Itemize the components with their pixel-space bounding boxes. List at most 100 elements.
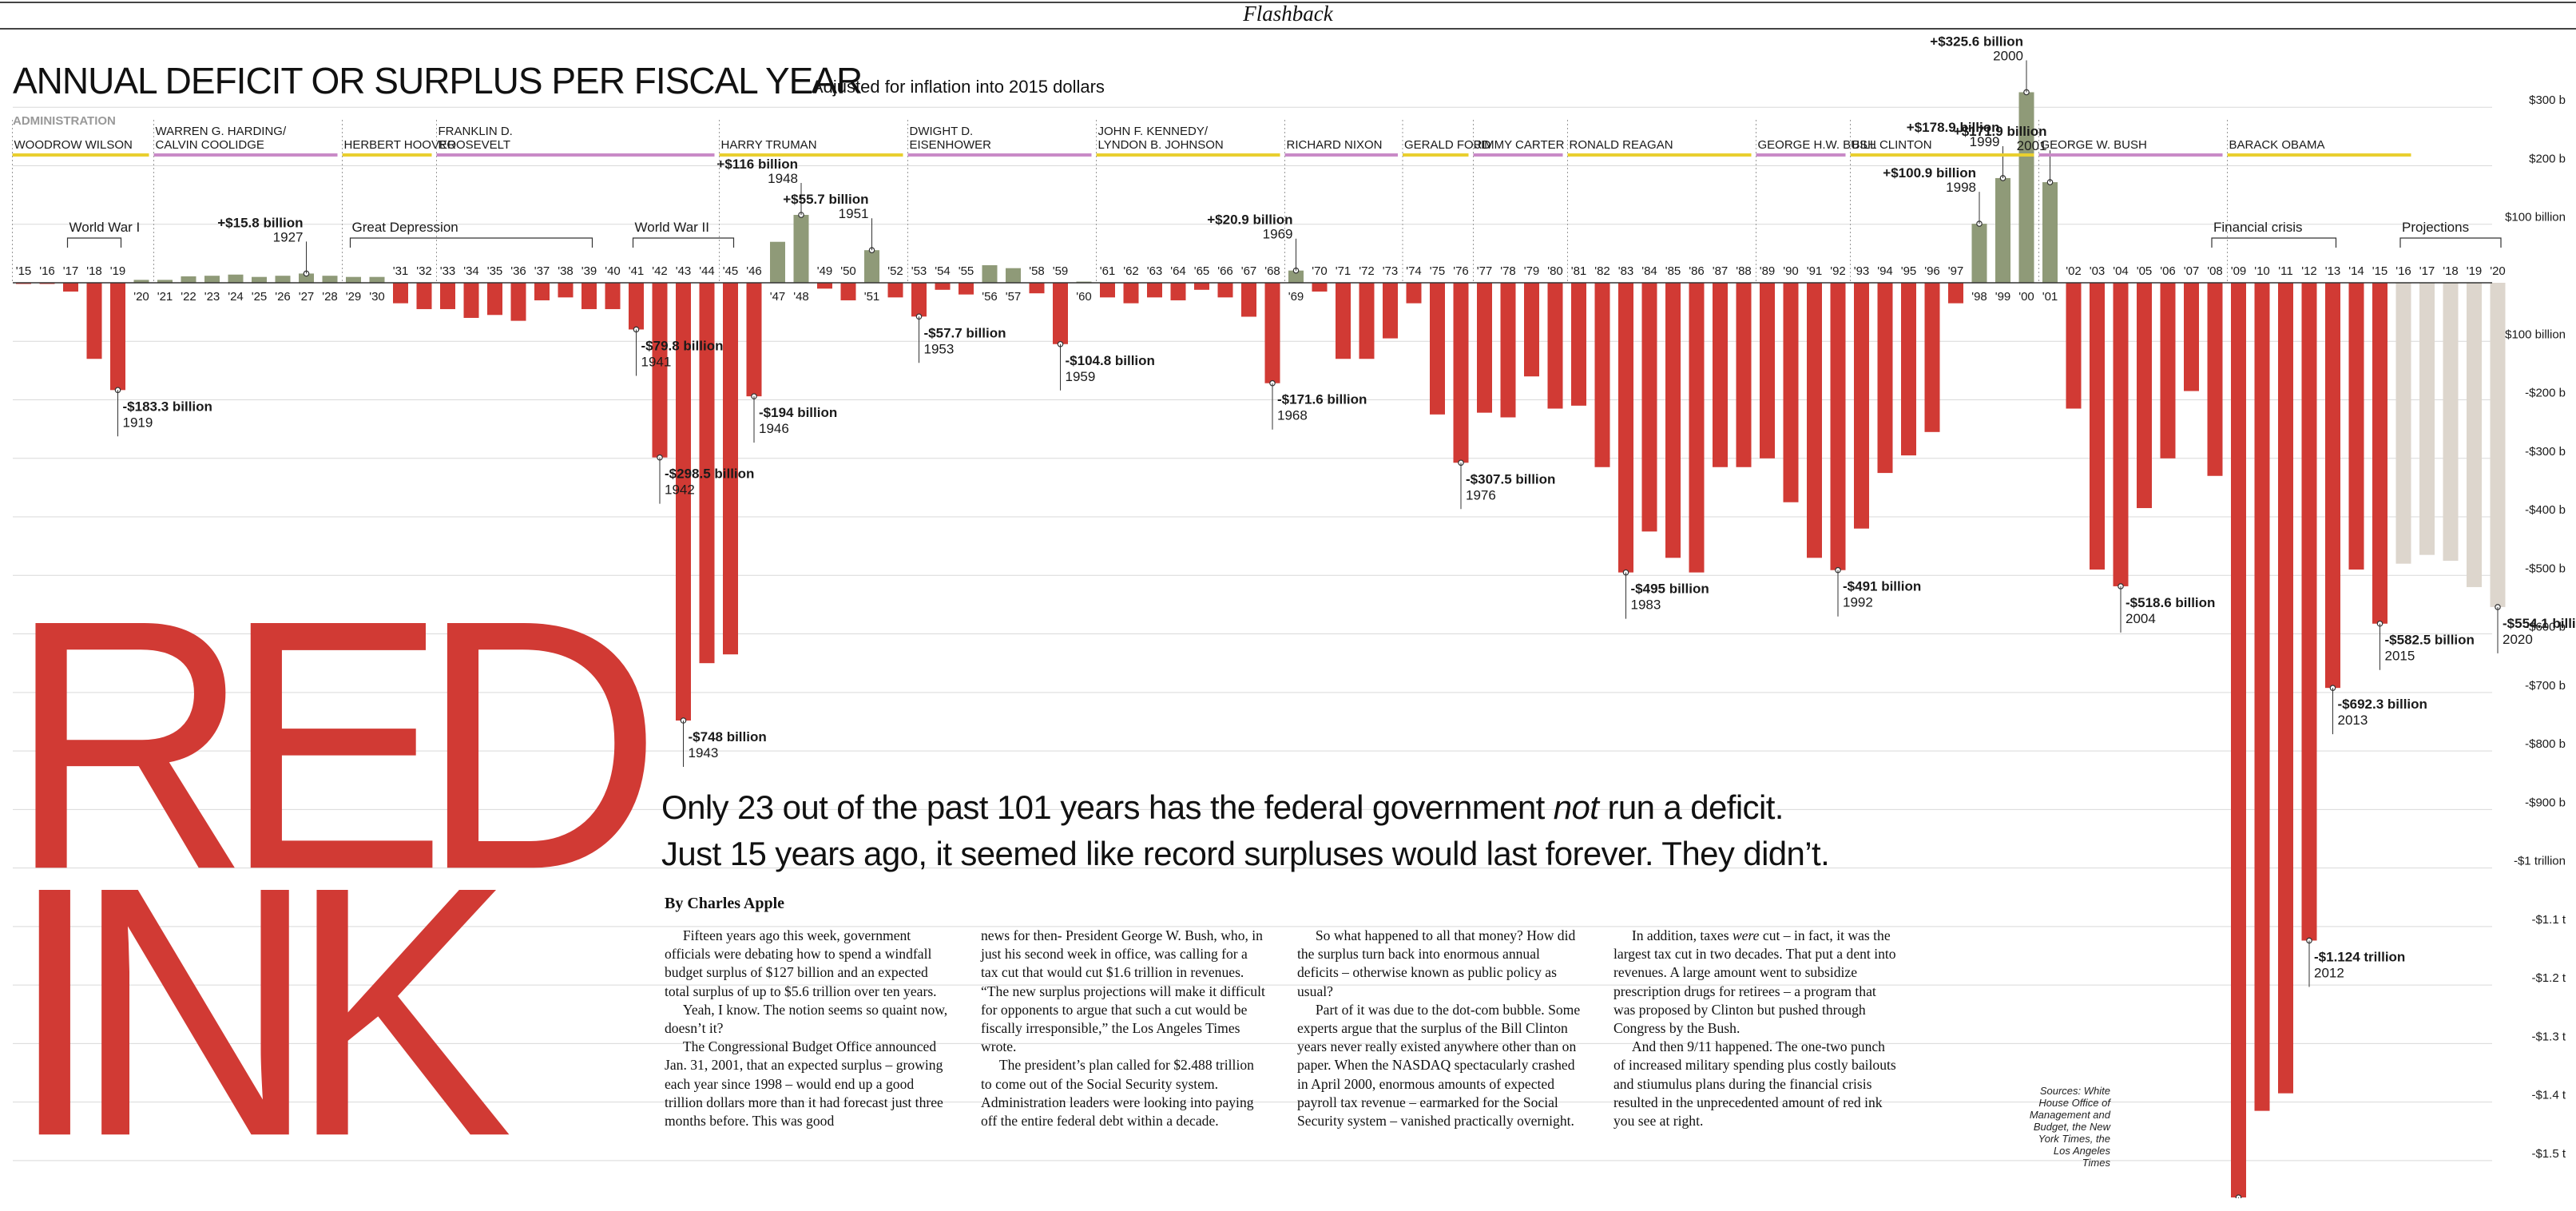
year-tick-label: '11 xyxy=(2278,264,2292,278)
administration-name: WOODROW WILSON xyxy=(14,138,133,152)
administration-name: LYNDON B. JOHNSON xyxy=(1098,138,1224,152)
bar-1989 xyxy=(1760,283,1775,459)
annotation-year: 1919 xyxy=(123,415,153,430)
year-tick-label: '55 xyxy=(959,264,974,278)
bar-1921 xyxy=(157,280,173,283)
article-paragraph: And then 9/11 happened. The one-two punc… xyxy=(1613,1038,1896,1130)
deck-line-2: Just 15 years ago, it seemed like record… xyxy=(661,835,1830,872)
year-tick-label: '46 xyxy=(746,264,762,278)
year-tick-label: '03 xyxy=(2090,264,2106,278)
administration-name: JOHN F. KENNEDY/ xyxy=(1098,125,1209,138)
annotation-value: +$178.9 billion xyxy=(1907,120,2000,135)
bar-1958 xyxy=(1029,283,1045,294)
article-paragraph: So what happened to all that money? How … xyxy=(1297,927,1576,999)
bar-2010 xyxy=(2254,283,2270,1111)
bar-1939 xyxy=(581,283,597,309)
bar-2011 xyxy=(2278,283,2293,1094)
year-tick-label: '77 xyxy=(1477,264,1493,278)
year-tick-label: '16 xyxy=(39,264,55,278)
year-tick-label: '84 xyxy=(1641,264,1657,278)
year-tick-label: '24 xyxy=(228,290,244,304)
chart-subtitle: Adjusted for inflation into 2015 dollars xyxy=(812,77,1105,97)
year-tick-label: '33 xyxy=(440,264,456,278)
bar-1993 xyxy=(1854,283,1869,529)
bar-1950 xyxy=(840,283,856,300)
byline: By Charles Apple xyxy=(665,895,785,912)
bar-2017 xyxy=(2419,283,2435,555)
bar-2019 xyxy=(2467,283,2482,587)
bar-1961 xyxy=(1100,283,1115,298)
bar-2008 xyxy=(2207,283,2223,476)
year-tick-label: '27 xyxy=(299,290,315,304)
year-tick-label: '81 xyxy=(1571,264,1587,278)
year-tick-label: '48 xyxy=(793,290,809,304)
bar-1940 xyxy=(605,283,621,309)
header-top-rule xyxy=(0,2,2576,3)
annotation-year: 1951 xyxy=(839,206,869,221)
year-tick-label: '94 xyxy=(1877,264,1893,278)
bar-1944 xyxy=(699,283,715,664)
bar-1999 xyxy=(1995,177,2010,283)
annotation-value: -$171.6 billion xyxy=(1277,392,1367,407)
event-bracket xyxy=(349,237,593,248)
administration-name: WARREN G. HARDING/ xyxy=(156,125,287,138)
year-tick-label: '54 xyxy=(935,264,951,278)
year-tick-label: '83 xyxy=(1618,264,1634,278)
bar-1942 xyxy=(652,283,668,458)
bar-1920 xyxy=(133,280,149,283)
bar-1970 xyxy=(1312,283,1328,292)
bar-1929 xyxy=(346,276,361,283)
year-tick-label: '49 xyxy=(817,264,833,278)
bar-1964 xyxy=(1170,283,1186,300)
administration-name: CALVIN COOLIDGE xyxy=(156,138,264,152)
annotation-year: 1998 xyxy=(1946,180,1976,195)
bar-2000 xyxy=(2018,92,2034,283)
bar-1927 xyxy=(299,273,314,283)
bar-1985 xyxy=(1665,283,1681,558)
annotation-value: +$20.9 billion xyxy=(1207,212,1292,228)
year-tick-label: '15 xyxy=(16,264,32,278)
bar-1955 xyxy=(959,283,974,295)
annotation-year: 1953 xyxy=(924,341,955,356)
bar-1968 xyxy=(1264,283,1280,383)
annotation-year: 2015 xyxy=(2385,649,2415,664)
sources-note: Sources: White House Office of Managemen… xyxy=(2029,1085,2110,1169)
event-label: World War I xyxy=(69,220,141,235)
article-paragraph: Yeah, I know. The notion seems so quaint… xyxy=(665,1001,948,1037)
annotation-year: 1959 xyxy=(1066,369,1096,384)
annotation-value: +$325.6 billion xyxy=(1930,34,2023,49)
bar-1975 xyxy=(1430,283,1445,415)
bar-2007 xyxy=(2184,283,2199,391)
bar-2013 xyxy=(2325,283,2340,689)
year-tick-label: '92 xyxy=(1830,264,1846,278)
year-tick-label: '16 xyxy=(2395,264,2411,278)
year-tick-label: '67 xyxy=(1241,264,1257,278)
article-paragraph: Part of it was due to the dot-com bubble… xyxy=(1297,1001,1581,1130)
year-tick-label: '70 xyxy=(1312,264,1328,278)
y-tick-label: -$1.2 t xyxy=(2531,971,2566,985)
bar-1973 xyxy=(1383,283,1398,339)
year-tick-label: '38 xyxy=(558,264,574,278)
annotation-value: -$298.5 billion xyxy=(665,467,754,482)
year-tick-label: '08 xyxy=(2207,264,2223,278)
year-tick-label: '18 xyxy=(86,264,102,278)
y-tick-label: -$800 b xyxy=(2525,737,2566,751)
bar-1967 xyxy=(1241,283,1256,317)
article-column-2: news for then- President George W. Bush,… xyxy=(981,927,1267,1130)
article-paragraph: The Congressional Budget Office announce… xyxy=(665,1038,943,1130)
article-column-1: Fifteen years ago this week, government … xyxy=(665,927,951,1130)
year-tick-label: '63 xyxy=(1147,264,1163,278)
year-tick-label: '61 xyxy=(1100,264,1116,278)
event-label: Projections xyxy=(2402,220,2469,235)
bar-2015 xyxy=(2372,283,2387,624)
administration-name: BARACK OBAMA xyxy=(2229,138,2325,152)
bar-1945 xyxy=(723,283,738,655)
year-tick-label: '34 xyxy=(463,264,479,278)
year-tick-label: '20 xyxy=(2490,264,2506,278)
administration-name: GEORGE H.W. BUSH xyxy=(1758,138,1876,152)
administration-name: FRANKLIN D. xyxy=(439,125,513,138)
year-tick-label: '69 xyxy=(1288,290,1304,304)
bar-1978 xyxy=(1500,283,1516,418)
year-tick-label: '19 xyxy=(2467,264,2483,278)
year-tick-label: '02 xyxy=(2066,264,2082,278)
